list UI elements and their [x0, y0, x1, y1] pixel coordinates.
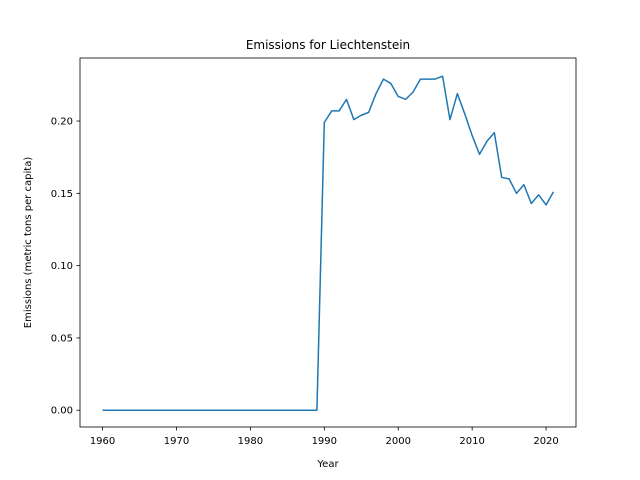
chart-title: Emissions for Liechtenstein: [246, 38, 410, 52]
x-tick-label: 1970: [164, 436, 189, 447]
y-tick-label: 0.05: [51, 333, 73, 344]
x-tick-label: 1960: [90, 436, 115, 447]
y-tick-label: 0.15: [51, 189, 73, 200]
x-tick-label: 2020: [533, 436, 558, 447]
emissions-series-line: [102, 75, 555, 411]
x-tick-label: 1990: [312, 436, 337, 447]
x-axis: 1960 1970 1980 1990 2000 2010 2020: [90, 427, 559, 447]
x-tick-label: 1980: [238, 436, 263, 447]
y-axis-label: Emissions (metric tons per capita): [23, 157, 34, 329]
y-tick-label: 0.10: [51, 261, 73, 272]
x-tick-label: 2010: [459, 436, 484, 447]
y-axis: 0.00 0.05 0.10 0.15 0.20: [51, 117, 80, 417]
y-tick-label: 0.00: [51, 406, 73, 417]
y-tick-label: 0.20: [51, 117, 73, 128]
plot-frame: [79, 57, 577, 428]
x-axis-label: Year: [316, 459, 339, 470]
x-tick-label: 2000: [385, 436, 410, 447]
plot-area: [102, 75, 555, 411]
